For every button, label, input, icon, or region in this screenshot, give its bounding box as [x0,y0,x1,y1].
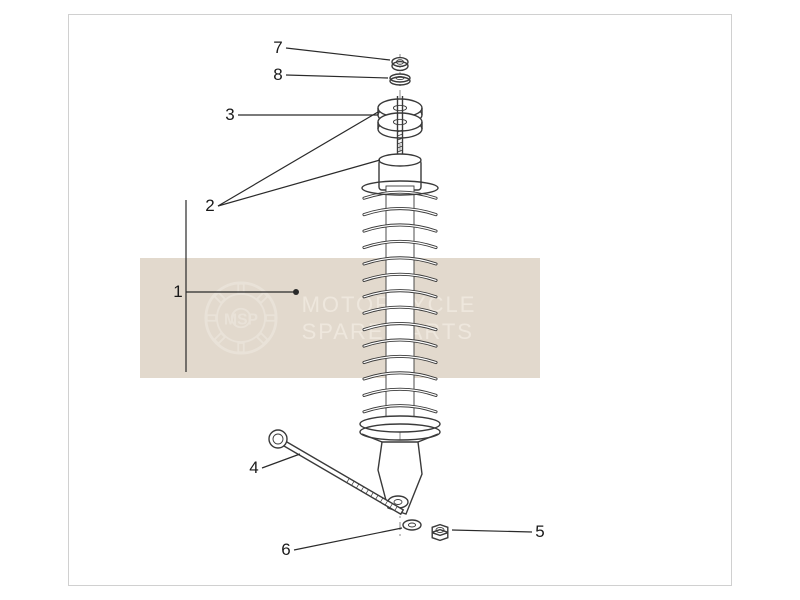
watermark-logo: MSP [204,281,278,355]
watermark-logo-text: MSP [224,311,258,328]
callout-2: 2 [205,196,214,216]
callout-6: 6 [281,540,290,560]
watermark-line2: SPARE PARTS [302,318,477,346]
watermark-line1: MOTORCYCLE [302,291,477,319]
callout-7: 7 [273,38,282,58]
callout-4: 4 [249,458,258,478]
callout-3: 3 [225,105,234,125]
watermark-text: MOTORCYCLE SPARE PARTS [302,291,477,346]
watermark: MSP MOTORCYCLE SPARE PARTS [140,258,540,378]
callout-8: 8 [273,65,282,85]
callout-1: 1 [173,282,182,302]
callout-5: 5 [535,522,544,542]
